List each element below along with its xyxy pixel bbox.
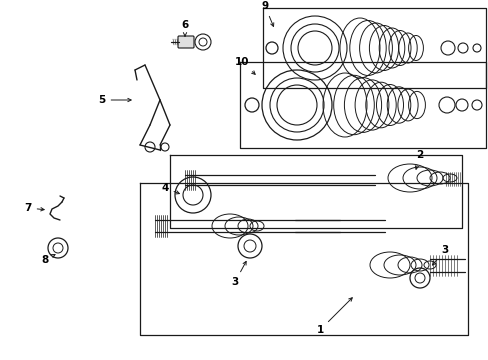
Text: 10: 10 — [234, 57, 255, 75]
Text: 3: 3 — [431, 245, 447, 265]
Text: 1: 1 — [316, 298, 351, 335]
Text: 2: 2 — [414, 150, 423, 169]
FancyBboxPatch shape — [178, 36, 194, 48]
Text: 5: 5 — [98, 95, 131, 105]
Text: 9: 9 — [261, 1, 273, 26]
Text: 3: 3 — [231, 261, 245, 287]
Text: 8: 8 — [41, 255, 55, 265]
Text: 7: 7 — [24, 203, 44, 213]
Text: 6: 6 — [181, 20, 188, 36]
Text: 4: 4 — [161, 183, 179, 194]
